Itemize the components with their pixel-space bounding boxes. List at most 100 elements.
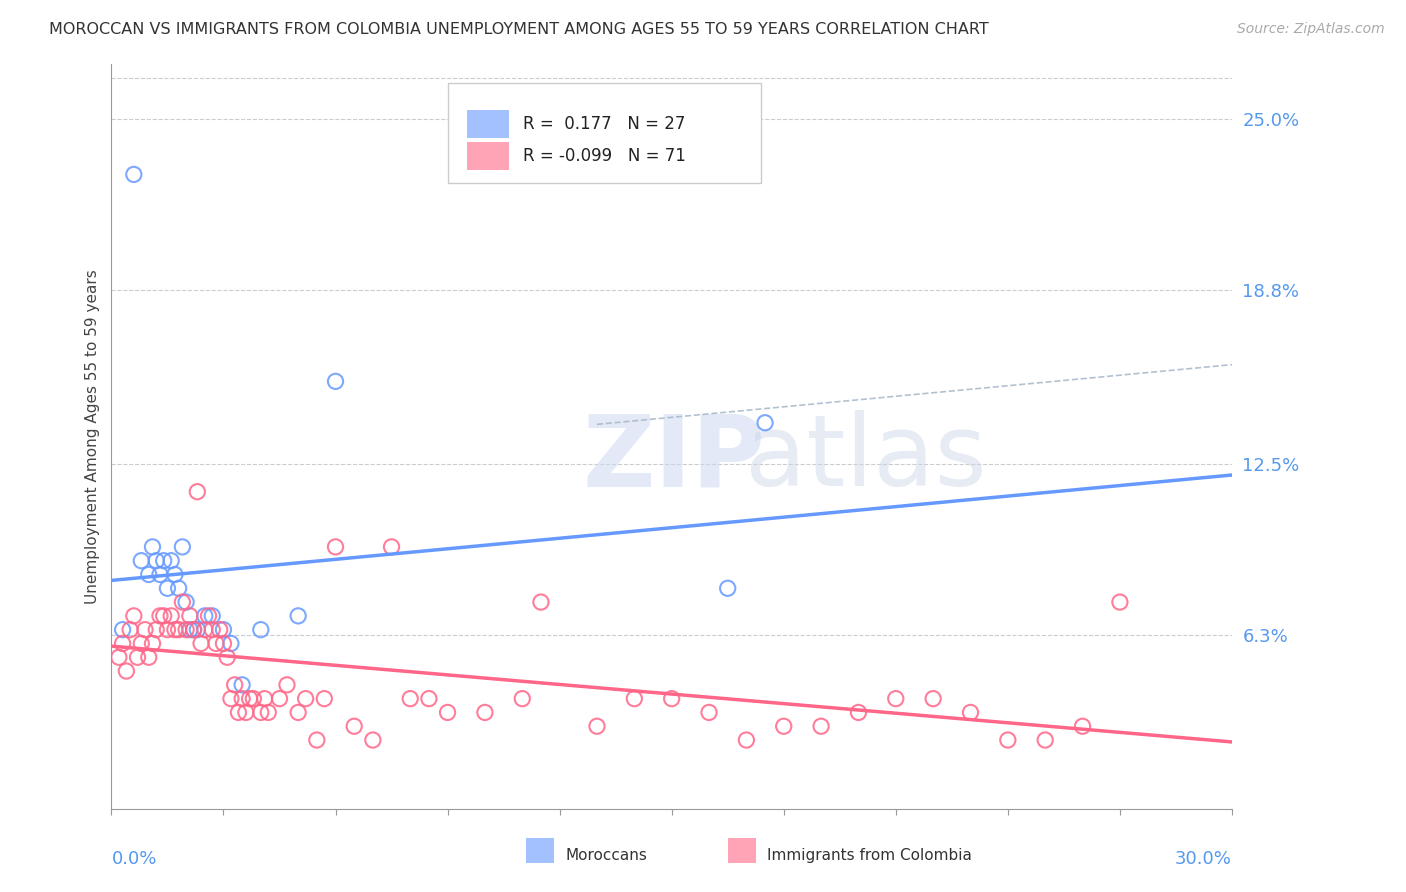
- Point: [111, 636, 134, 650]
- Point: [212, 636, 235, 650]
- Point: [190, 636, 212, 650]
- Point: [287, 608, 309, 623]
- Point: [212, 623, 235, 637]
- Point: [134, 623, 156, 637]
- Point: [418, 691, 440, 706]
- Y-axis label: Unemployment Among Ages 55 to 59 years: Unemployment Among Ages 55 to 59 years: [86, 269, 100, 604]
- Point: [145, 623, 167, 637]
- FancyBboxPatch shape: [467, 142, 509, 170]
- Point: [179, 608, 201, 623]
- Point: [325, 540, 347, 554]
- Point: [1033, 733, 1056, 747]
- Point: [156, 582, 179, 596]
- Text: ZIP: ZIP: [582, 410, 765, 508]
- Point: [219, 636, 242, 650]
- Point: [1109, 595, 1132, 609]
- Point: [197, 608, 219, 623]
- Point: [361, 733, 384, 747]
- Point: [183, 623, 205, 637]
- Point: [224, 678, 246, 692]
- Point: [179, 623, 201, 637]
- Point: [250, 706, 273, 720]
- Point: [108, 650, 131, 665]
- Point: [1071, 719, 1094, 733]
- Point: [167, 623, 190, 637]
- Point: [201, 608, 224, 623]
- Point: [149, 567, 172, 582]
- Point: [276, 678, 298, 692]
- Text: Immigrants from Colombia: Immigrants from Colombia: [766, 847, 972, 863]
- Point: [717, 582, 740, 596]
- Point: [172, 595, 194, 609]
- Point: [160, 554, 183, 568]
- Point: [735, 733, 758, 747]
- Point: [697, 706, 720, 720]
- Point: [201, 623, 224, 637]
- Point: [167, 582, 190, 596]
- Point: [138, 567, 160, 582]
- FancyBboxPatch shape: [526, 838, 554, 863]
- Point: [129, 636, 152, 650]
- Point: [269, 691, 291, 706]
- Text: MOROCCAN VS IMMIGRANTS FROM COLOMBIA UNEMPLOYMENT AMONG AGES 55 TO 59 YEARS CORR: MOROCCAN VS IMMIGRANTS FROM COLOMBIA UNE…: [49, 22, 988, 37]
- Point: [186, 484, 208, 499]
- FancyBboxPatch shape: [467, 110, 509, 137]
- Point: [586, 719, 609, 733]
- Point: [186, 623, 208, 637]
- Point: [231, 678, 253, 692]
- Point: [228, 706, 250, 720]
- Point: [194, 608, 217, 623]
- Point: [219, 691, 242, 706]
- Point: [294, 691, 316, 706]
- Point: [530, 595, 553, 609]
- Point: [172, 540, 194, 554]
- Point: [287, 706, 309, 720]
- Text: Source: ZipAtlas.com: Source: ZipAtlas.com: [1237, 22, 1385, 37]
- Point: [242, 691, 264, 706]
- Point: [156, 623, 179, 637]
- Point: [163, 567, 186, 582]
- Point: [235, 706, 257, 720]
- Point: [152, 554, 174, 568]
- Point: [127, 650, 149, 665]
- Point: [848, 706, 870, 720]
- Text: R =  0.177   N = 27: R = 0.177 N = 27: [523, 115, 685, 133]
- Point: [305, 733, 328, 747]
- Point: [810, 719, 832, 733]
- Point: [314, 691, 336, 706]
- FancyBboxPatch shape: [728, 838, 755, 863]
- Text: 30.0%: 30.0%: [1175, 850, 1232, 868]
- Point: [380, 540, 402, 554]
- Point: [661, 691, 683, 706]
- Point: [257, 706, 280, 720]
- Point: [250, 623, 273, 637]
- Point: [149, 608, 172, 623]
- Point: [174, 595, 197, 609]
- Point: [343, 719, 366, 733]
- Point: [129, 554, 152, 568]
- Point: [183, 623, 205, 637]
- Point: [122, 608, 145, 623]
- Point: [145, 554, 167, 568]
- Point: [194, 623, 217, 637]
- Point: [239, 691, 262, 706]
- Point: [922, 691, 945, 706]
- Point: [163, 623, 186, 637]
- Point: [217, 650, 239, 665]
- Point: [884, 691, 907, 706]
- Point: [152, 608, 174, 623]
- Text: 0.0%: 0.0%: [111, 850, 157, 868]
- Point: [111, 623, 134, 637]
- Point: [325, 375, 347, 389]
- Text: Moroccans: Moroccans: [565, 847, 647, 863]
- Text: atlas: atlas: [745, 410, 986, 508]
- Point: [141, 540, 163, 554]
- Point: [754, 416, 776, 430]
- Text: R = -0.099   N = 71: R = -0.099 N = 71: [523, 147, 686, 165]
- Point: [205, 636, 228, 650]
- Point: [253, 691, 276, 706]
- Point: [231, 691, 253, 706]
- Point: [141, 636, 163, 650]
- Point: [997, 733, 1019, 747]
- Point: [122, 168, 145, 182]
